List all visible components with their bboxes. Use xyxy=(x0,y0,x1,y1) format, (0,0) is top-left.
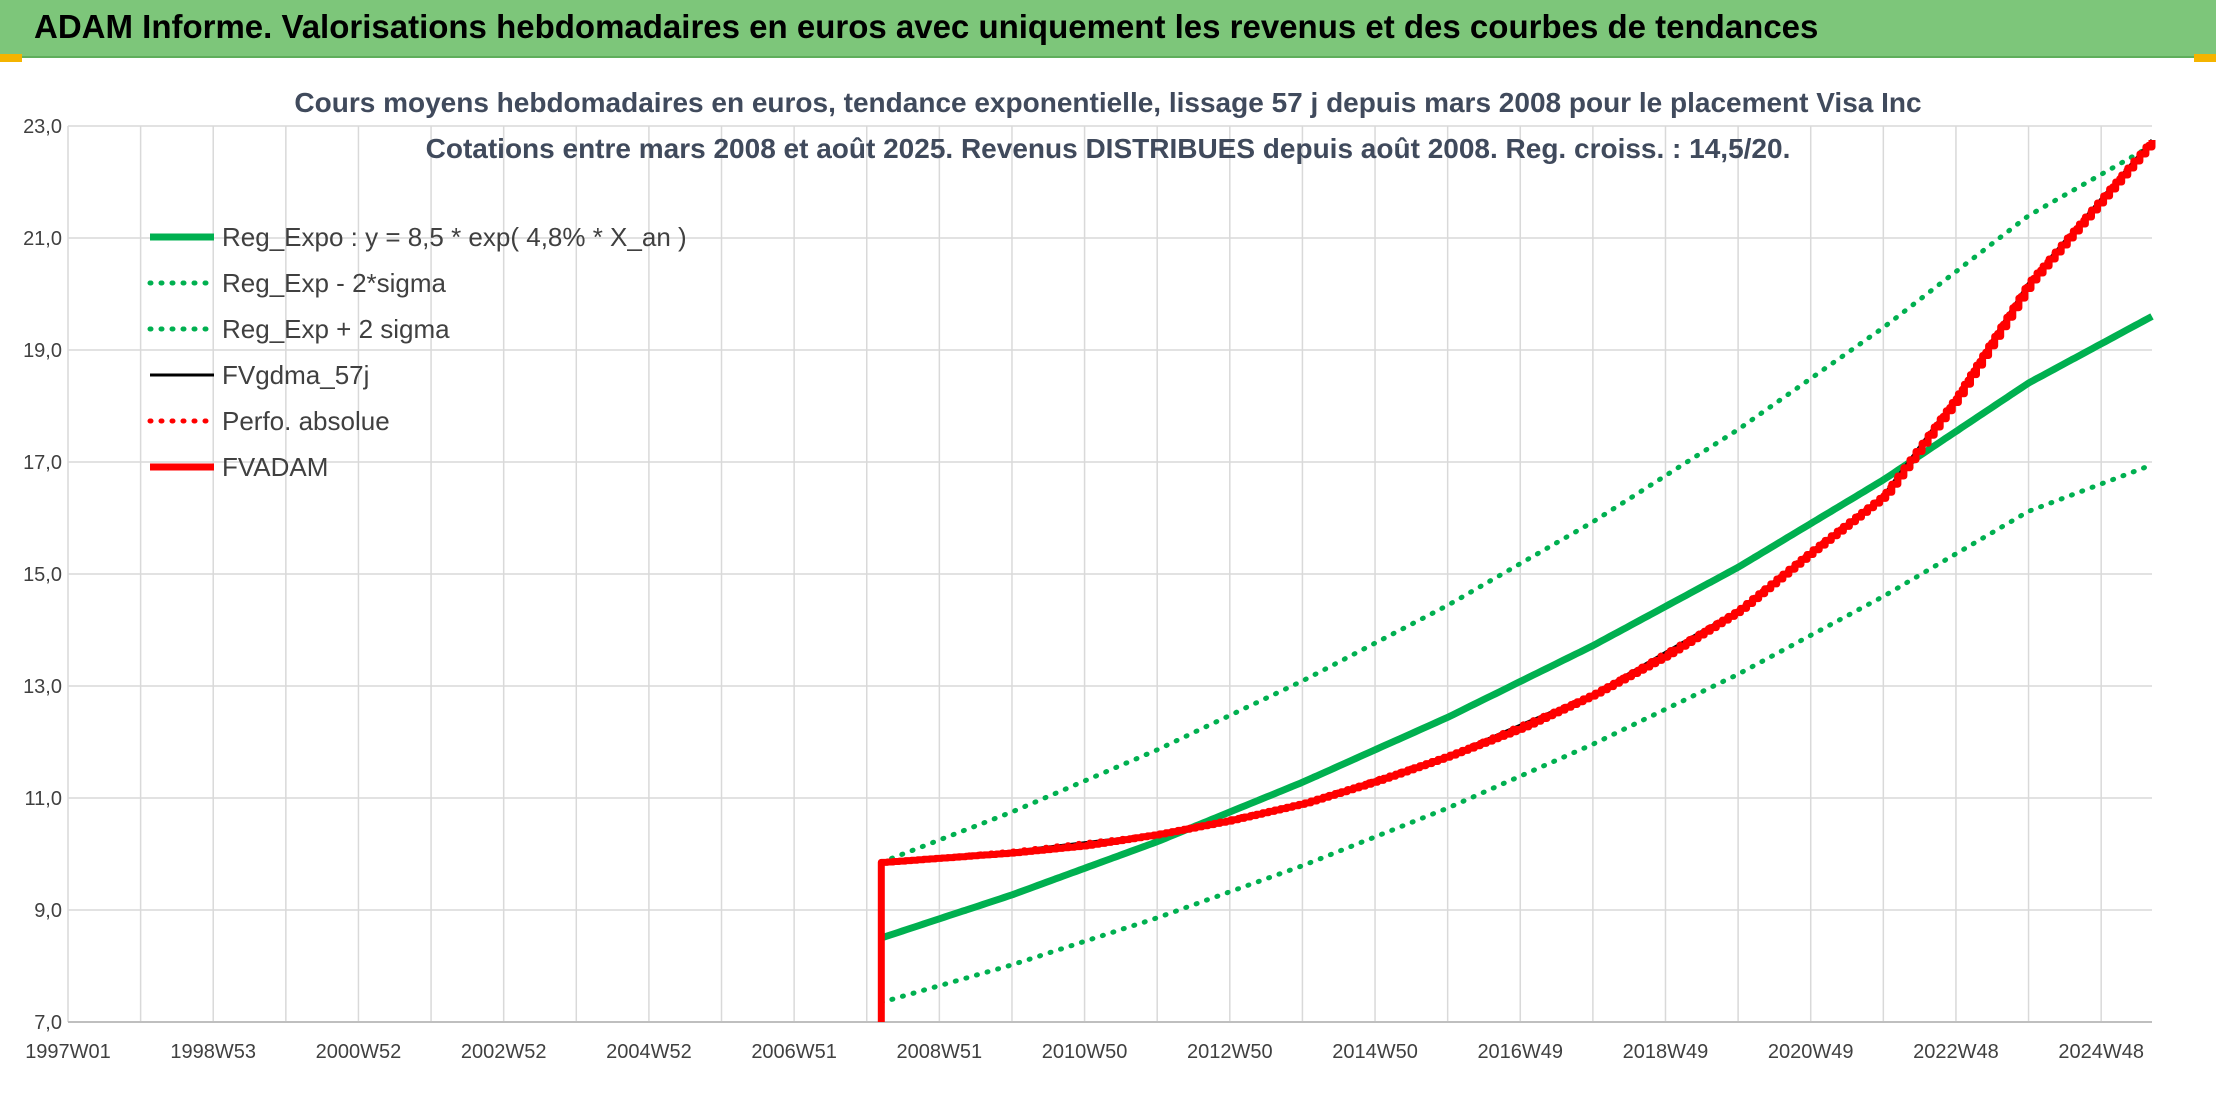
x-tick-label: 2000W52 xyxy=(316,1041,402,1063)
y-tick-label: 11,0 xyxy=(25,788,62,810)
x-tick-label: 1998W53 xyxy=(170,1041,256,1063)
y-tick-label: 21,0 xyxy=(23,228,62,250)
y-tick-label: 13,0 xyxy=(23,676,62,698)
chart-title-line1: Cours moyens hebdomadaires en euros, ten… xyxy=(294,87,1921,118)
y-tick-label: 17,0 xyxy=(23,452,62,474)
x-tick-label: 1997W01 xyxy=(25,1041,111,1063)
x-tick-label: 2020W49 xyxy=(1768,1041,1854,1063)
chart-area: 7,0 9,0 11,0 13,0 15,0 17,0 19,0 21,0 23,0 1997W… xyxy=(0,62,2216,1106)
y-tick-label: 19,0 xyxy=(23,340,62,362)
report-title: ADAM Informe. Valorisations hebdomadaire… xyxy=(34,8,1819,45)
x-tick-label: 2012W50 xyxy=(1187,1041,1273,1063)
x-axis: 1997W01 1998W53 2000W52 2002W52 2004W52 2006W… xyxy=(25,1021,2152,1063)
x-tick-label: 2004W52 xyxy=(606,1041,692,1063)
header-corner-left xyxy=(0,54,22,62)
series-reg-expo xyxy=(880,313,2154,942)
series-fvadam xyxy=(877,140,2156,1022)
x-tick-label: 2016W49 xyxy=(1477,1041,1563,1063)
legend-label: Perfo. absolue xyxy=(222,406,390,436)
chart-svg: 7,0 9,0 11,0 13,0 15,0 17,0 19,0 21,0 23,0 1997W… xyxy=(23,87,2156,1063)
chart-titles: Cours moyens hebdomadaires en euros, ten… xyxy=(294,87,1921,164)
series-layer xyxy=(877,137,2156,1022)
legend-label: Reg_Exp - 2*sigma xyxy=(222,268,447,298)
series-fvgdma-57j xyxy=(881,139,2154,864)
y-tick-label: 7,0 xyxy=(34,1012,62,1034)
chart-title-line2: Cotations entre mars 2008 et août 2025. … xyxy=(426,133,1791,164)
legend-label: FVgdma_57j xyxy=(222,360,369,390)
y-tick-label: 9,0 xyxy=(34,900,62,922)
report-header: ADAM Informe. Valorisations hebdomadaire… xyxy=(0,0,2216,58)
series-perfo-absolue xyxy=(878,137,2155,865)
x-tick-label: 2008W51 xyxy=(897,1041,983,1063)
chart-legend: Reg_Expo : y = 8,5 * exp( 4,8% * X_an ) R… xyxy=(147,222,687,482)
y-tick-label: 15,0 xyxy=(23,564,62,586)
legend-label: Reg_Expo : y = 8,5 * exp( 4,8% * X_an ) xyxy=(222,222,687,252)
header-corner-right xyxy=(2194,54,2216,62)
series-reg-exp-minus-2sigma xyxy=(878,462,2155,1005)
x-tick-label: 2018W49 xyxy=(1623,1041,1709,1063)
x-tick-label: 2024W48 xyxy=(2058,1041,2144,1063)
series-reg-exp-plus-2sigma xyxy=(878,143,2155,865)
x-tick-label: 2014W50 xyxy=(1332,1041,1418,1063)
legend-label: Reg_Exp + 2 sigma xyxy=(222,314,450,344)
x-tick-label: 2002W52 xyxy=(461,1041,547,1063)
y-tick-label: 23,0 xyxy=(23,116,62,138)
legend-label: FVADAM xyxy=(222,452,328,482)
x-tick-label: 2006W51 xyxy=(751,1041,837,1063)
grid-lines xyxy=(67,125,2152,1023)
x-tick-label: 2022W48 xyxy=(1913,1041,1999,1063)
x-tick-label: 2010W50 xyxy=(1042,1041,1128,1063)
y-axis: 7,0 9,0 11,0 13,0 15,0 17,0 19,0 21,0 23,0 xyxy=(23,116,62,1034)
